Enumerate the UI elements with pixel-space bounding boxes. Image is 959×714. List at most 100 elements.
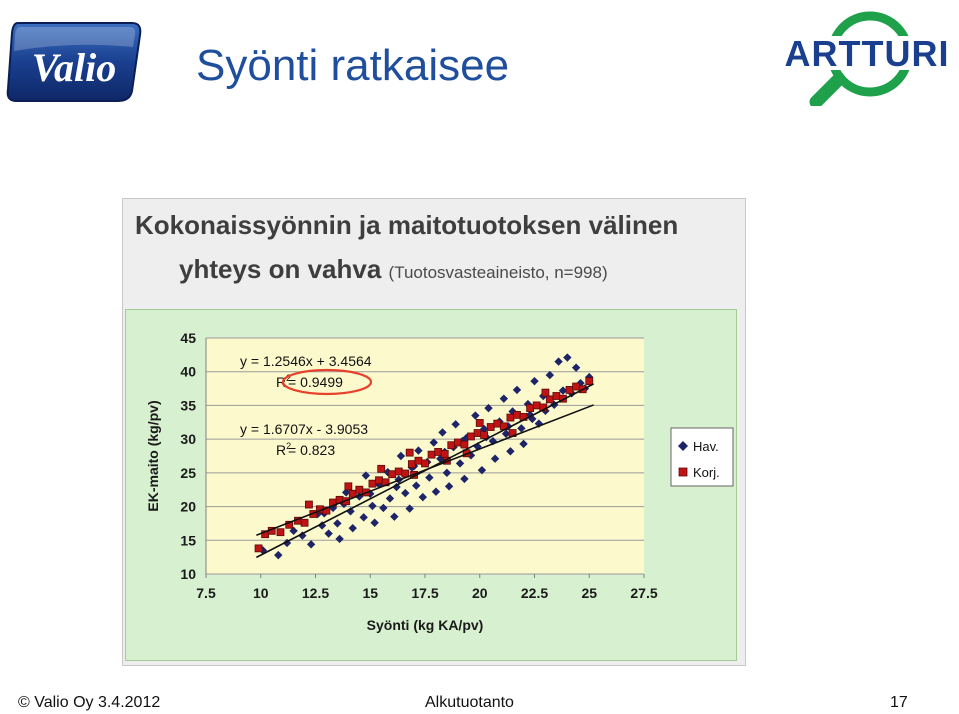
hav-point-31 (414, 446, 423, 455)
korj-point-0 (254, 544, 263, 553)
korj-point-20 (394, 467, 403, 476)
korj-point-38 (513, 410, 521, 419)
y-tick-label-30: 30 (180, 431, 196, 447)
slide-title: Syönti ratkaisee (196, 41, 510, 90)
x-tick-label-7.5: 7.5 (196, 585, 216, 601)
y-axis-title: EK-maito (kg/pv) (145, 400, 161, 511)
korj-point-56 (541, 388, 550, 397)
chart-heading-line1: Kokonaissyönnin ja maitotuotoksen väline… (135, 210, 679, 240)
x-tick-label-15: 15 (362, 585, 378, 601)
hav-point-18 (368, 501, 377, 511)
hav-point-12 (341, 488, 351, 497)
korj-point-46 (565, 386, 574, 394)
korj-point-41 (532, 401, 541, 410)
korj-point-40 (526, 404, 535, 413)
svg-text:Valio: Valio (32, 45, 116, 90)
korj-r2-value: = 0.9499 (288, 374, 343, 390)
hav-r2-superscript: 2 (286, 441, 291, 451)
korj-r2-superscript: 2 (286, 373, 291, 383)
korj-point-58 (405, 448, 414, 457)
plot-area (206, 338, 644, 574)
korj-point-43 (545, 395, 554, 404)
x-tick-label-17.5: 17.5 (411, 585, 438, 601)
legend-korj-marker (678, 467, 688, 477)
korj-point-16 (368, 479, 377, 488)
hav-point-1 (274, 550, 283, 560)
hav-point-30 (412, 481, 421, 490)
r2-highlight-circle (281, 368, 373, 396)
x-tick-label-12.5: 12.5 (302, 585, 329, 601)
hav-point-42 (451, 420, 460, 429)
hav-point-26 (396, 451, 406, 461)
x-tick-label-27.5: 27.5 (630, 585, 657, 601)
korj-point-3 (276, 528, 285, 537)
korj-point-29 (453, 438, 462, 447)
korj-point-34 (486, 423, 495, 431)
korj-point-30 (460, 440, 469, 449)
footer-section: Alkutuotanto (425, 694, 514, 711)
hav-point-50 (479, 424, 489, 434)
hav-point-44 (460, 474, 469, 484)
legend-box (670, 427, 734, 487)
korj-point-50 (344, 482, 353, 491)
x-tick-label-20: 20 (472, 585, 488, 601)
chart-heading-line2: yhteys on vahva (Tuotosvasteaineisto, n=… (179, 249, 608, 293)
korj-point-6 (300, 518, 309, 527)
y-tick-label-25: 25 (180, 465, 196, 481)
hav-point-28 (405, 504, 414, 513)
hav-point-23 (385, 494, 395, 503)
hav-point-47 (471, 411, 480, 420)
hav-point-38 (438, 428, 447, 437)
korj-point-49 (585, 377, 594, 386)
hav-point-22 (383, 467, 392, 477)
y-tick-label-35: 35 (180, 397, 196, 413)
hav-r2-value: = 0.823 (288, 442, 335, 458)
hav-point-55 (499, 394, 509, 403)
hav-point-5 (306, 540, 316, 549)
korj-point-24 (421, 459, 429, 468)
hav-point-32 (418, 492, 428, 502)
korj-point-4 (285, 520, 294, 529)
korj-point-22 (407, 460, 416, 468)
chart-heading-line2-text: yhteys on vahva (179, 254, 382, 284)
korj-point-54 (475, 419, 484, 427)
chart-image: Kokonaissyönnin ja maitotuotoksen väline… (122, 198, 746, 666)
hav-point-27 (401, 488, 410, 498)
hav-point-48 (473, 442, 482, 451)
korj-point-37 (506, 413, 515, 422)
legend-hav-marker (678, 441, 688, 451)
x-axis-title: Syönti (kg KA/pv) (367, 617, 484, 633)
hav-point-35 (429, 438, 438, 447)
hav-point-71 (558, 386, 568, 395)
korj-point-33 (480, 431, 489, 439)
hav-point-60 (517, 424, 526, 433)
svg-text:ARTTURI: ARTTURI (785, 33, 950, 74)
hav-point-59 (512, 385, 522, 395)
korj-point-35 (493, 419, 502, 428)
hav-point-61 (519, 439, 528, 449)
korj-point-14 (355, 485, 364, 494)
korj-point-19 (388, 470, 397, 479)
y-tick-label-45: 45 (180, 330, 196, 346)
hav-point-74 (571, 363, 581, 372)
hav-point-36 (431, 487, 441, 496)
korj-point-25 (427, 450, 436, 459)
x-tick-label-22.5: 22.5 (521, 585, 548, 601)
y-tick-label-10: 10 (180, 566, 196, 582)
hav-point-64 (530, 376, 539, 386)
korj-point-44 (552, 392, 561, 400)
korj-point-28 (447, 441, 456, 450)
korj-point-32 (473, 429, 482, 437)
y-tick-label-20: 20 (180, 499, 196, 515)
hav-point-17 (361, 471, 371, 480)
chart-frame: 10 15 20 25 30 35 40 45 7.5 10 12.5 15 17.5 20 22.5 25 2… (125, 309, 737, 661)
korj-trendline (256, 404, 594, 536)
korj-point-57 (305, 500, 313, 509)
hav-point-51 (484, 403, 493, 413)
hav-point-56 (501, 429, 511, 438)
hav-point-37 (436, 454, 445, 463)
hav-point-3 (289, 526, 298, 536)
korj-point-27 (440, 450, 449, 458)
hav-point-16 (359, 513, 368, 522)
